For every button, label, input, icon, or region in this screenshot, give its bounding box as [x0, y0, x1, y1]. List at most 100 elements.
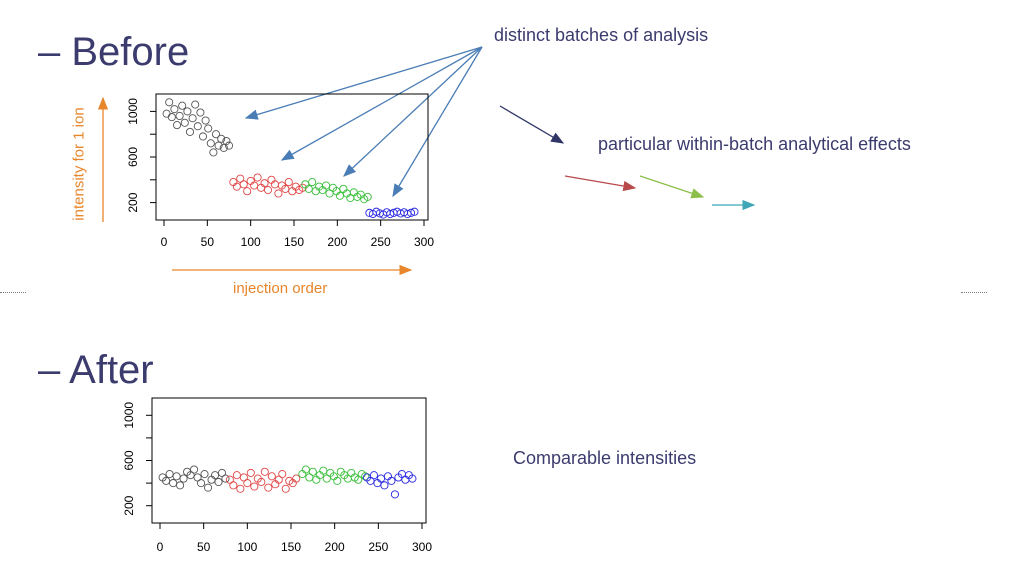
- before-point-series-0: [204, 124, 213, 133]
- before-point-series-0: [214, 141, 223, 150]
- arrow-batch-green: [343, 46, 483, 177]
- after-x-tick-label: 200: [325, 540, 345, 554]
- before-point-series-0: [170, 105, 179, 114]
- before-point-series-0: [201, 116, 210, 125]
- before-x-axis-label: injection order: [233, 280, 328, 297]
- after-point-series-0: [193, 473, 202, 482]
- after-point-series-3: [387, 476, 396, 485]
- before-point-series-0: [162, 109, 171, 118]
- after-point-series-0: [217, 468, 227, 477]
- after-point-series-1: [281, 484, 290, 493]
- heading-after: – After: [38, 348, 154, 392]
- after-x-tick-label: 0: [157, 540, 164, 554]
- after-point-series-1: [274, 475, 283, 484]
- after-point-series-2: [301, 465, 310, 474]
- after-point-series-2: [319, 466, 328, 475]
- before-x-tick-label: 0: [161, 235, 168, 249]
- before-point-series-1: [284, 178, 293, 187]
- after-point-series-2: [333, 476, 342, 485]
- before-point-series-0: [219, 143, 228, 152]
- before-point-series-0: [183, 107, 192, 116]
- after-point-series-0: [203, 483, 213, 492]
- after-point-series-3: [380, 481, 389, 490]
- annotation-comparable: Comparable intensities: [513, 448, 697, 468]
- before-point-series-0: [217, 134, 226, 143]
- after-point-series-0: [221, 474, 230, 483]
- after-y-tick-label: 200: [122, 495, 136, 515]
- after-point-series-0: [196, 479, 206, 488]
- after-point-series-1: [229, 481, 238, 490]
- arrow-effect-red: [564, 175, 637, 192]
- after-point-series-2: [305, 473, 314, 482]
- before-point-series-1: [239, 180, 248, 189]
- before-point-series-0: [193, 122, 202, 131]
- after-x-tick-label: 150: [281, 540, 301, 554]
- before-point-series-0: [185, 127, 195, 136]
- after-point-series-0: [176, 481, 185, 490]
- before-point-series-1: [236, 174, 245, 183]
- arrow-effect-green: [639, 175, 705, 199]
- before-plot: 0 50 100 150 200 250 300 200 600 1000: [126, 93, 434, 249]
- before-point-series-1: [263, 186, 273, 195]
- after-point-series-3: [366, 476, 375, 485]
- before-x-tick-label: 250: [371, 235, 391, 249]
- before-point-series-0: [188, 114, 197, 123]
- before-point-series-0: [172, 121, 182, 130]
- after-point-series-2: [361, 472, 370, 481]
- after-point-series-0: [165, 470, 174, 479]
- before-point-series-3: [410, 207, 419, 216]
- before-point-series-1: [274, 189, 283, 198]
- after-plot-frame: [151, 397, 427, 524]
- before-point-series-0: [196, 108, 205, 117]
- before-x-tick-label: 100: [241, 235, 261, 249]
- before-point-series-0: [206, 139, 215, 148]
- before-point-series-0: [224, 141, 234, 150]
- after-point-series-2: [354, 475, 363, 484]
- arrow-effects-navy: [499, 105, 565, 144]
- before-x-tick-label: 50: [201, 235, 215, 249]
- arrow-batch-black: [244, 46, 483, 120]
- before-point-series-2: [363, 192, 372, 201]
- before-y-tick-label: 600: [126, 147, 140, 167]
- after-point-series-1: [257, 477, 266, 487]
- after-point-series-2: [322, 474, 331, 483]
- dotted-divider-right: [961, 292, 987, 295]
- after-y-tick-label: 600: [122, 450, 136, 470]
- dotted-divider-left: [0, 292, 26, 295]
- after-point-series-1: [243, 479, 252, 488]
- before-point-series-1: [260, 179, 269, 188]
- after-x-tick-label: 100: [237, 540, 257, 554]
- after-point-series-1: [267, 472, 276, 481]
- before-x-tick-label: 200: [327, 235, 347, 249]
- before-point-series-0: [165, 98, 174, 107]
- before-point-series-1: [243, 187, 252, 196]
- after-point-series-0: [172, 472, 181, 481]
- arrow-batch-blue: [392, 46, 483, 198]
- after-x-tick-label: 50: [197, 540, 211, 554]
- before-point-series-0: [222, 136, 231, 146]
- after-point-series-0: [214, 477, 223, 487]
- after-point-series-1: [225, 475, 234, 484]
- after-point-series-0: [162, 476, 171, 485]
- after-point-series-0: [190, 465, 199, 474]
- after-point-series-0: [210, 471, 220, 480]
- after-point-series-3: [369, 471, 379, 480]
- after-point-series-1: [260, 467, 269, 476]
- after-point-series-1: [246, 468, 255, 477]
- after-point-series-1: [239, 473, 248, 482]
- after-point-series-2: [308, 467, 317, 476]
- before-point-series-0: [167, 113, 176, 122]
- after-x-tick-label: 300: [412, 540, 432, 554]
- before-x-tick-label: 300: [414, 235, 434, 249]
- before-point-series-0: [180, 118, 189, 127]
- after-point-series-3: [408, 474, 417, 483]
- before-point-series-0: [198, 132, 208, 141]
- annotation-batches: distinct batches of analysis: [494, 25, 709, 45]
- after-point-series-1: [264, 483, 273, 492]
- before-point-series-0: [191, 100, 200, 109]
- after-point-series-0: [179, 474, 188, 483]
- before-point-series-2: [308, 178, 317, 187]
- before-point-series-0: [211, 130, 221, 139]
- after-y-tick-label: 1000: [122, 402, 136, 429]
